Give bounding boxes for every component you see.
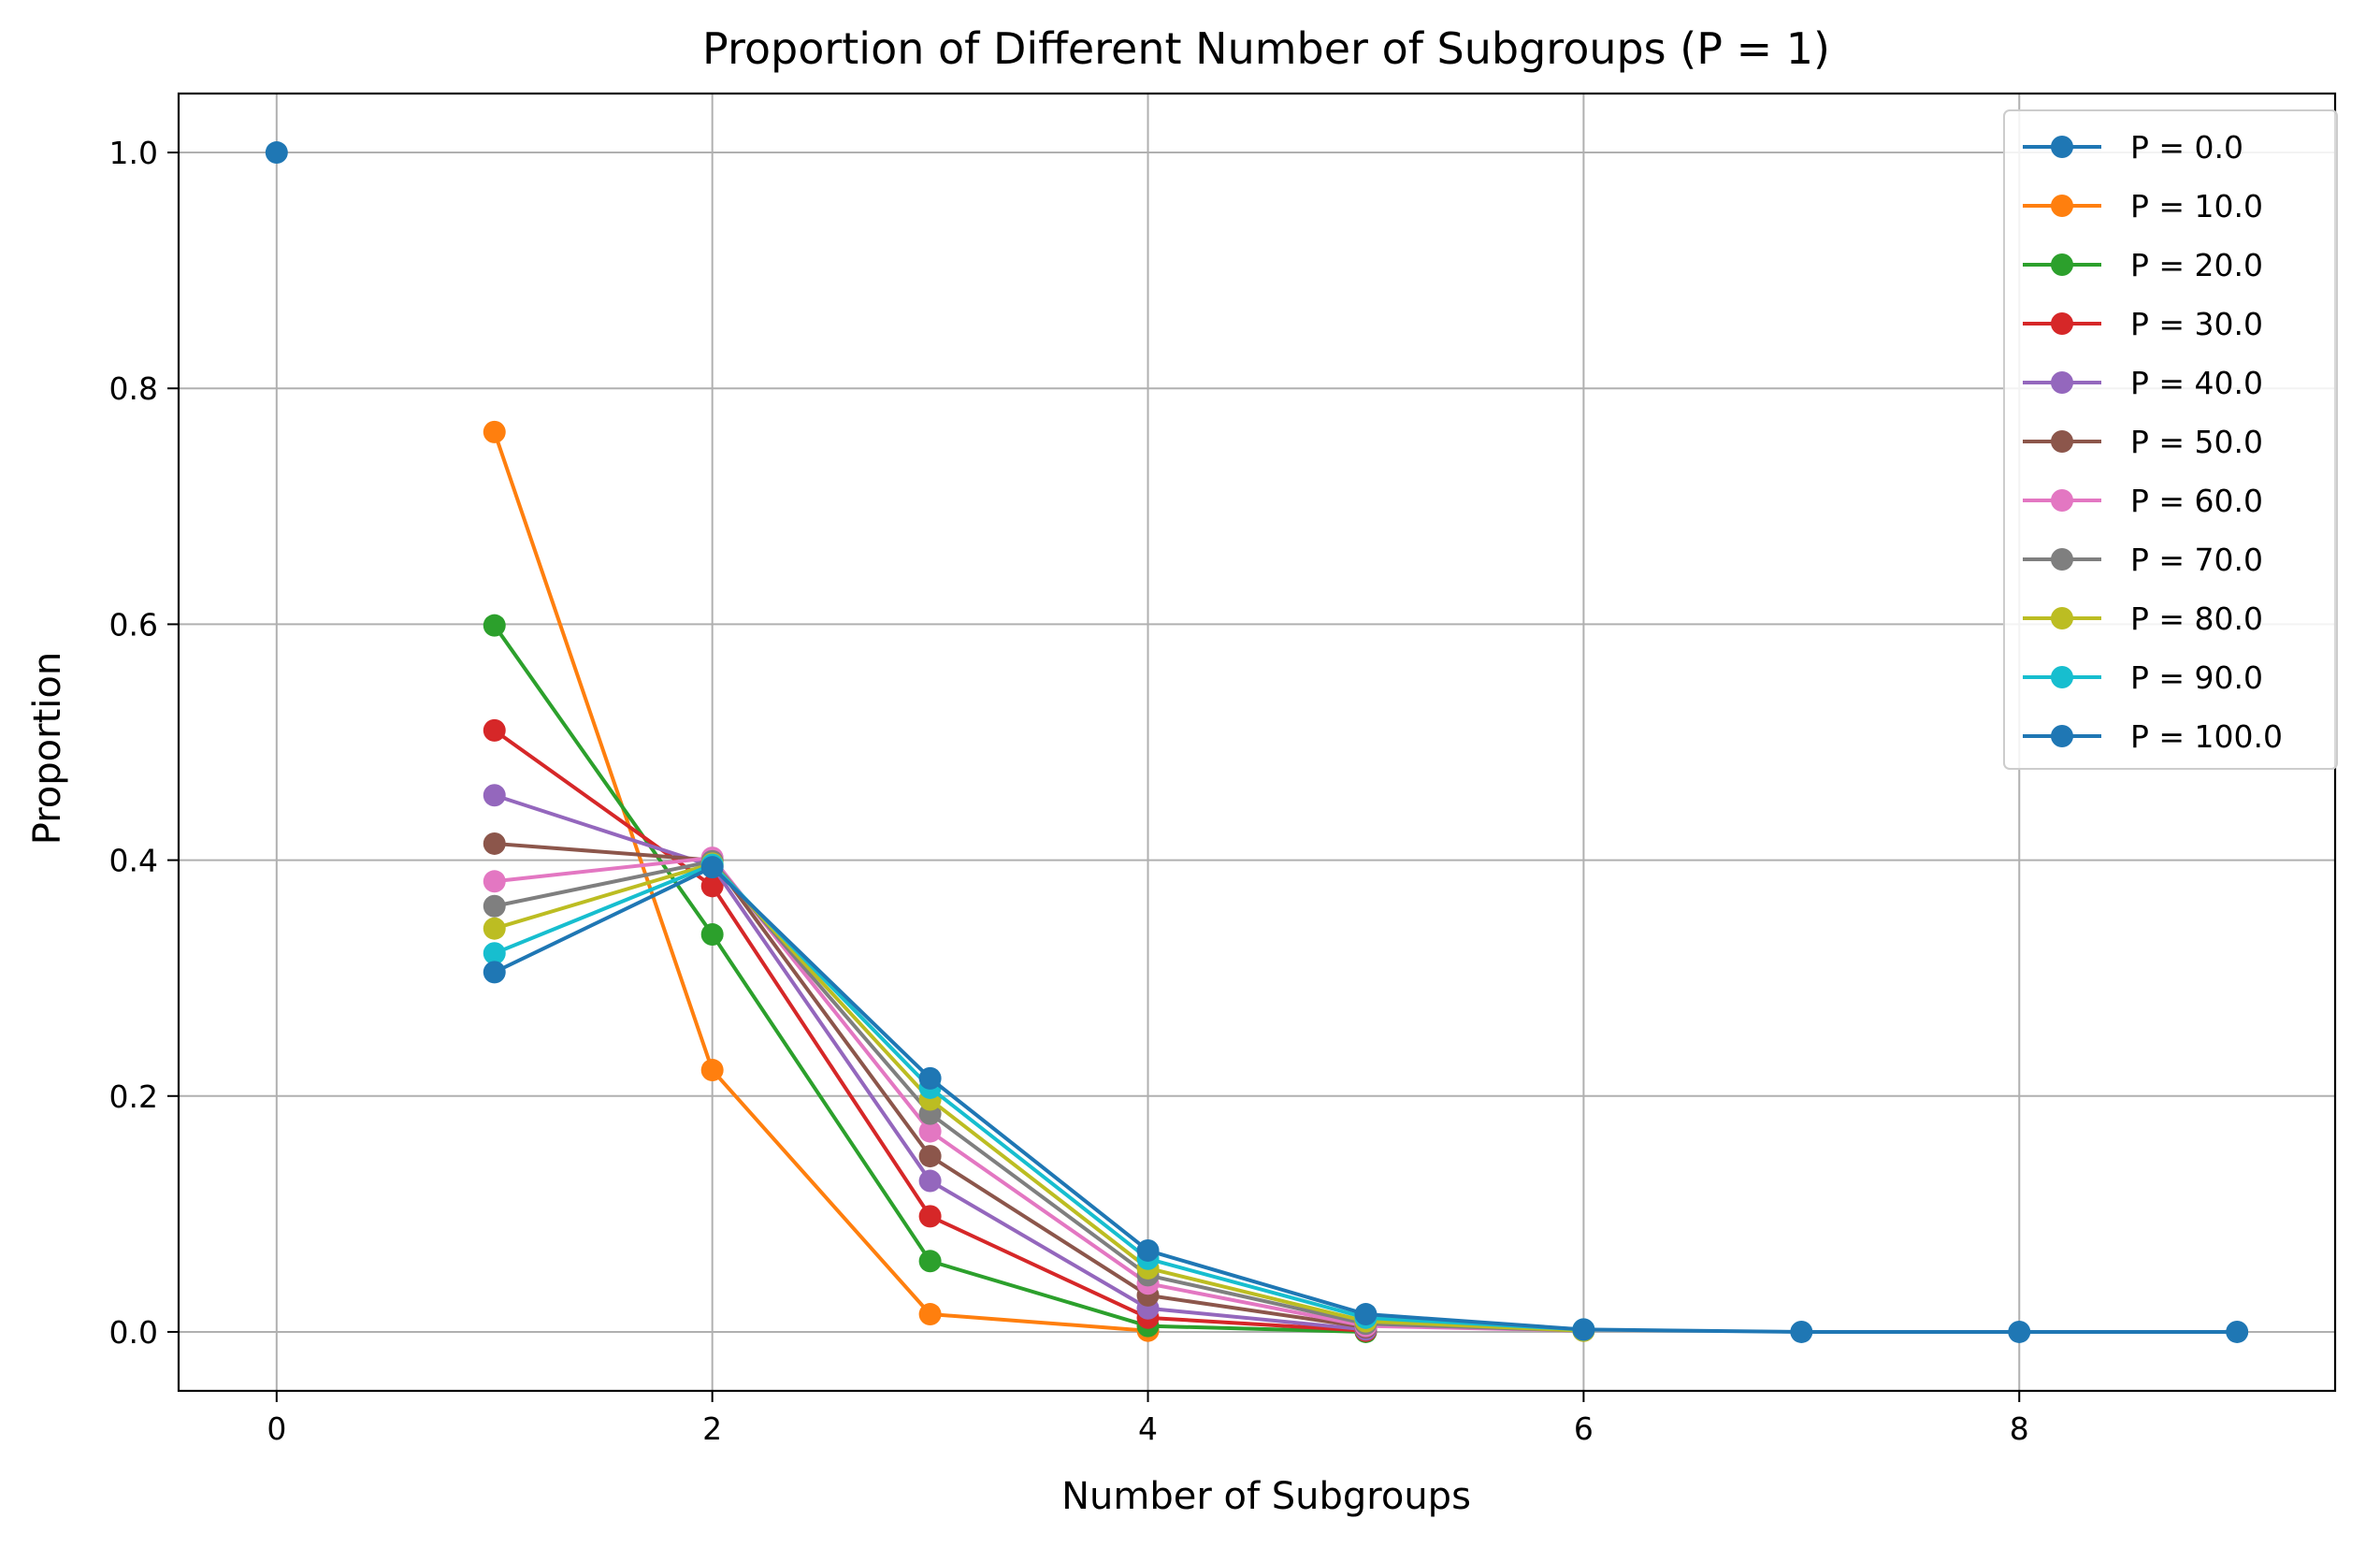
data-point bbox=[1572, 1318, 1595, 1341]
series-line bbox=[492, 861, 1586, 1333]
axis-ticks: 0 2 4 6 8 0.0 0.2 0.4 0.6 0.8 1.0 bbox=[109, 135, 2029, 1447]
series-line bbox=[492, 856, 1586, 1333]
legend-label: P = 10.0 bbox=[2130, 188, 2263, 224]
legend-marker bbox=[2051, 607, 2073, 629]
data-point bbox=[483, 961, 506, 984]
x-axis-label: Number of Subgroups bbox=[1061, 1475, 1471, 1518]
series-10 bbox=[483, 856, 2249, 1343]
y-tick-label: 0.6 bbox=[109, 606, 158, 643]
series-line bbox=[492, 429, 1150, 1333]
y-tick-label: 0.0 bbox=[109, 1314, 158, 1351]
legend-marker bbox=[2051, 430, 2073, 453]
y-tick-label: 0.4 bbox=[109, 843, 158, 879]
legend-items: P = 0.0 P = 10.0 P = 20.0 P = 30.0 P = 40.0 P… bbox=[2023, 129, 2283, 755]
legend-label: P = 60.0 bbox=[2130, 483, 2263, 519]
data-point bbox=[918, 1066, 942, 1090]
grid bbox=[179, 94, 2335, 1391]
legend-label: P = 0.0 bbox=[2130, 129, 2243, 166]
data-point bbox=[483, 942, 506, 965]
legend-label: P = 80.0 bbox=[2130, 600, 2263, 637]
legend-marker bbox=[2051, 136, 2073, 158]
x-tick-label: 0 bbox=[267, 1411, 286, 1447]
legend-item: P = 70.0 bbox=[2023, 542, 2263, 578]
legend-item: P = 90.0 bbox=[2023, 659, 2263, 696]
data-point bbox=[483, 420, 506, 443]
legend-item: P = 80.0 bbox=[2023, 600, 2263, 637]
series-line bbox=[492, 862, 1586, 1332]
legend-item: P = 50.0 bbox=[2023, 424, 2263, 460]
x-tick-label: 4 bbox=[1138, 1411, 1158, 1447]
x-tick-label: 6 bbox=[1574, 1411, 1594, 1447]
data-point bbox=[483, 614, 506, 637]
legend-label: P = 30.0 bbox=[2130, 306, 2263, 342]
legend-item: P = 60.0 bbox=[2023, 483, 2263, 519]
chart-title: Proportion of Different Number of Subgro… bbox=[702, 23, 1830, 74]
data-point bbox=[1790, 1320, 1813, 1343]
y-axis-label: Proportion bbox=[26, 652, 69, 845]
data-point bbox=[483, 832, 506, 855]
legend-item: P = 20.0 bbox=[2023, 247, 2263, 283]
data-point bbox=[1354, 1303, 1378, 1326]
data-point bbox=[918, 1120, 942, 1143]
data-point bbox=[483, 870, 506, 893]
legend-marker bbox=[2051, 666, 2073, 688]
data-point bbox=[918, 1169, 942, 1193]
data-point bbox=[483, 917, 506, 940]
y-tick-label: 0.8 bbox=[109, 370, 158, 407]
legend-marker bbox=[2051, 195, 2073, 217]
data-point bbox=[2008, 1320, 2031, 1343]
legend-label: P = 50.0 bbox=[2130, 424, 2263, 460]
legend: P = 0.0 P = 10.0 P = 20.0 P = 30.0 P = 40.0 P… bbox=[2003, 109, 2338, 770]
data-point bbox=[265, 141, 288, 165]
legend-marker bbox=[2051, 371, 2073, 394]
data-point bbox=[1136, 1238, 1160, 1262]
data-point bbox=[918, 1205, 942, 1228]
data-point bbox=[483, 894, 506, 918]
legend-marker bbox=[2051, 312, 2073, 335]
data-point bbox=[2226, 1320, 2249, 1343]
y-tick-label: 0.2 bbox=[109, 1078, 158, 1115]
series-0 bbox=[265, 141, 288, 165]
legend-label: P = 90.0 bbox=[2130, 659, 2263, 696]
data-point bbox=[918, 1250, 942, 1273]
x-tick-label: 2 bbox=[702, 1411, 722, 1447]
series-line bbox=[492, 859, 1586, 1333]
y-tick-label: 1.0 bbox=[109, 135, 158, 171]
legend-item: P = 0.0 bbox=[2023, 129, 2243, 166]
data-point bbox=[483, 784, 506, 807]
legend-marker bbox=[2051, 489, 2073, 512]
data-point bbox=[700, 923, 724, 947]
legend-item: P = 40.0 bbox=[2023, 365, 2263, 401]
legend-marker bbox=[2051, 548, 2073, 571]
data-point bbox=[918, 1303, 942, 1326]
data-point bbox=[700, 875, 724, 898]
legend-item: P = 10.0 bbox=[2023, 188, 2263, 224]
legend-marker bbox=[2051, 253, 2073, 276]
legend-label: P = 70.0 bbox=[2130, 542, 2263, 578]
legend-label: P = 40.0 bbox=[2130, 365, 2263, 401]
legend-label: P = 20.0 bbox=[2130, 247, 2263, 283]
legend-label: P = 100.0 bbox=[2130, 718, 2283, 755]
data-point bbox=[700, 856, 724, 879]
data-point bbox=[918, 1145, 942, 1168]
legend-box bbox=[2003, 109, 2338, 770]
data-point bbox=[700, 1059, 724, 1082]
legend-item: P = 100.0 bbox=[2023, 718, 2283, 755]
x-tick-label: 8 bbox=[2010, 1411, 2029, 1447]
data-point bbox=[483, 718, 506, 742]
series-layer bbox=[265, 141, 2249, 1343]
legend-marker bbox=[2051, 725, 2073, 747]
legend-item: P = 30.0 bbox=[2023, 306, 2263, 342]
